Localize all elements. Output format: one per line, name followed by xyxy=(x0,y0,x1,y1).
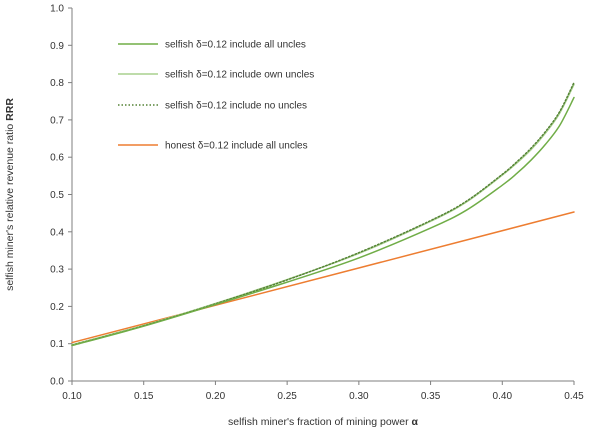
y-ticks: 0.0 0.1 0.2 0.3 0.4 0.5 0.6 0.7 0.8 0.9 1.0 xyxy=(50,4,72,388)
y-axis-title-text: selfish miner's relative revenue ratio xyxy=(4,124,16,291)
y-tick-label: 0.8 xyxy=(50,78,64,89)
y-axis-title: selfish miner's relative revenue ratio R… xyxy=(4,98,16,291)
y-axis-title-symbol: RRR xyxy=(4,98,16,121)
x-tick-label: 0.45 xyxy=(564,391,584,402)
series-lines xyxy=(71,81,575,347)
series-line-4 xyxy=(71,211,575,344)
series-line-3 xyxy=(71,81,575,346)
x-tick-label: 0.15 xyxy=(134,391,154,402)
x-tick-label: 0.25 xyxy=(277,391,297,402)
legend: selfish δ=0.12 include all uncles selfish… xyxy=(118,40,314,152)
y-tick-label: 0.6 xyxy=(50,153,64,164)
x-axis-title-text: selfish miner's fraction of mining power xyxy=(228,416,409,428)
x-tick-label: 0.10 xyxy=(62,391,82,402)
legend-label-1: selfish δ=0.12 include all uncles xyxy=(165,40,306,51)
y-tick-label: 0.4 xyxy=(50,227,64,238)
series-line-1 xyxy=(71,96,575,347)
legend-label-4: honest δ=0.12 include all uncles xyxy=(165,141,308,152)
x-axis-title-symbol: α xyxy=(412,416,419,428)
y-tick-label: 0.7 xyxy=(50,115,64,126)
x-axis-title: selfish miner's fraction of mining power… xyxy=(228,416,419,428)
y-tick-label: 0.0 xyxy=(50,377,64,388)
y-tick-label: 0.2 xyxy=(50,302,64,313)
series-line-2 xyxy=(71,83,575,346)
x-ticks: 0.10 0.15 0.20 0.25 0.30 0.35 0.40 0.45 xyxy=(62,381,584,402)
y-tick-label: 0.9 xyxy=(50,41,64,52)
y-tick-label: 0.1 xyxy=(50,339,64,350)
y-tick-label: 0.5 xyxy=(50,190,64,201)
legend-label-3: selfish δ=0.12 include no uncles xyxy=(165,101,307,112)
y-tick-label: 0.3 xyxy=(50,265,64,276)
x-tick-label: 0.40 xyxy=(493,391,513,402)
legend-label-2: selfish δ=0.12 include own uncles xyxy=(165,70,314,81)
x-tick-label: 0.30 xyxy=(349,391,369,402)
x-tick-label: 0.35 xyxy=(421,391,441,402)
x-tick-label: 0.20 xyxy=(206,391,226,402)
y-tick-label: 1.0 xyxy=(50,4,64,15)
